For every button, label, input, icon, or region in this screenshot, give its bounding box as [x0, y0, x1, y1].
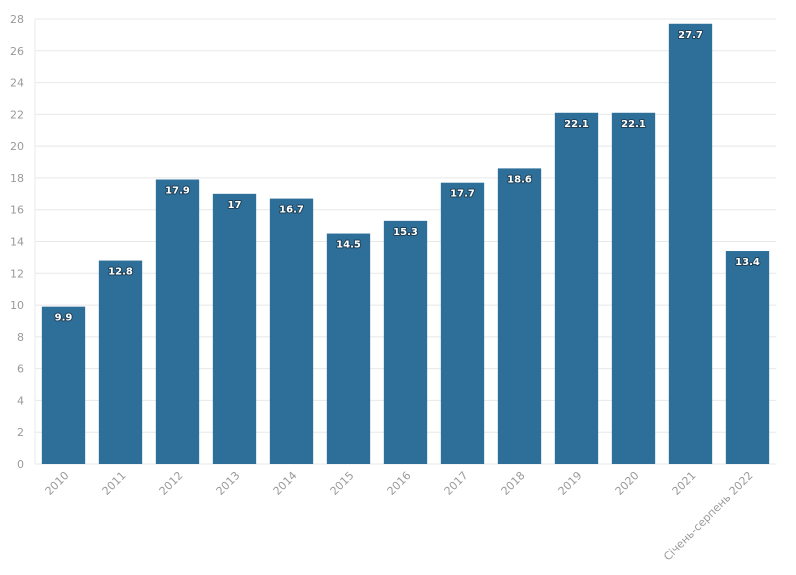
y-tick-label: 24	[10, 77, 24, 90]
y-tick-label: 16	[10, 204, 24, 217]
bar	[611, 112, 656, 465]
x-tick-label: 2015	[328, 469, 357, 498]
y-tick-label: 10	[10, 299, 24, 312]
bar	[668, 23, 713, 465]
y-tick-label: 20	[10, 140, 24, 153]
y-tick-label: 2	[17, 426, 24, 439]
bar	[326, 233, 371, 464]
x-axis-ticks: 2010 2011 2012 2013 2014 2015 2016 2017 2018 2019…	[43, 469, 756, 563]
bars	[41, 23, 770, 465]
bar	[725, 251, 770, 464]
x-tick-label: 2014	[271, 469, 300, 498]
data-label: 13.4	[735, 257, 760, 268]
x-tick-label: 2010	[43, 469, 72, 498]
data-label: 27.7	[678, 30, 703, 41]
y-tick-label: 22	[10, 108, 24, 121]
bar	[98, 260, 143, 464]
data-label: 16.7	[279, 205, 304, 216]
y-tick-label: 14	[10, 236, 24, 249]
data-label: 9.9	[55, 313, 73, 324]
bar	[440, 182, 485, 465]
x-tick-label: 2013	[214, 469, 243, 498]
y-tick-label: 8	[17, 331, 24, 344]
bar	[41, 306, 86, 464]
y-tick-label: 6	[17, 363, 24, 376]
y-tick-label: 12	[10, 267, 24, 280]
bar	[155, 179, 200, 464]
data-label: 12.8	[108, 267, 133, 278]
bar	[383, 220, 428, 464]
data-labels: 9.9 12.8 17.9 17 16.7 14.5 15.3 17.7 18.6 22.1 22.…	[54, 29, 761, 325]
data-label: 18.6	[507, 174, 532, 185]
bar	[497, 168, 542, 464]
data-label: 17.7	[450, 189, 475, 200]
y-tick-label: 18	[10, 172, 24, 185]
data-label: 17.9	[165, 186, 190, 197]
data-label: 22.1	[564, 119, 589, 130]
x-tick-label: 2019	[556, 469, 585, 498]
y-tick-label: 0	[17, 458, 24, 471]
x-tick-label: 2021	[670, 469, 699, 498]
data-label: 14.5	[336, 240, 361, 251]
y-tick-label: 28	[10, 13, 24, 26]
x-tick-label: 2017	[442, 469, 471, 498]
x-tick-label: 2018	[499, 469, 528, 498]
x-tick-label: 2016	[385, 469, 414, 498]
data-label: 22.1	[621, 119, 646, 130]
data-label: 17	[228, 200, 242, 211]
bar	[269, 198, 314, 464]
data-label: 15.3	[393, 227, 418, 238]
y-tick-label: 4	[17, 394, 24, 407]
x-tick-label: 2011	[100, 469, 129, 498]
y-tick-label: 26	[10, 45, 24, 58]
x-tick-label: 2012	[157, 469, 186, 498]
bar	[212, 193, 257, 465]
x-tick-label: 2020	[613, 469, 642, 498]
bar	[554, 112, 599, 465]
